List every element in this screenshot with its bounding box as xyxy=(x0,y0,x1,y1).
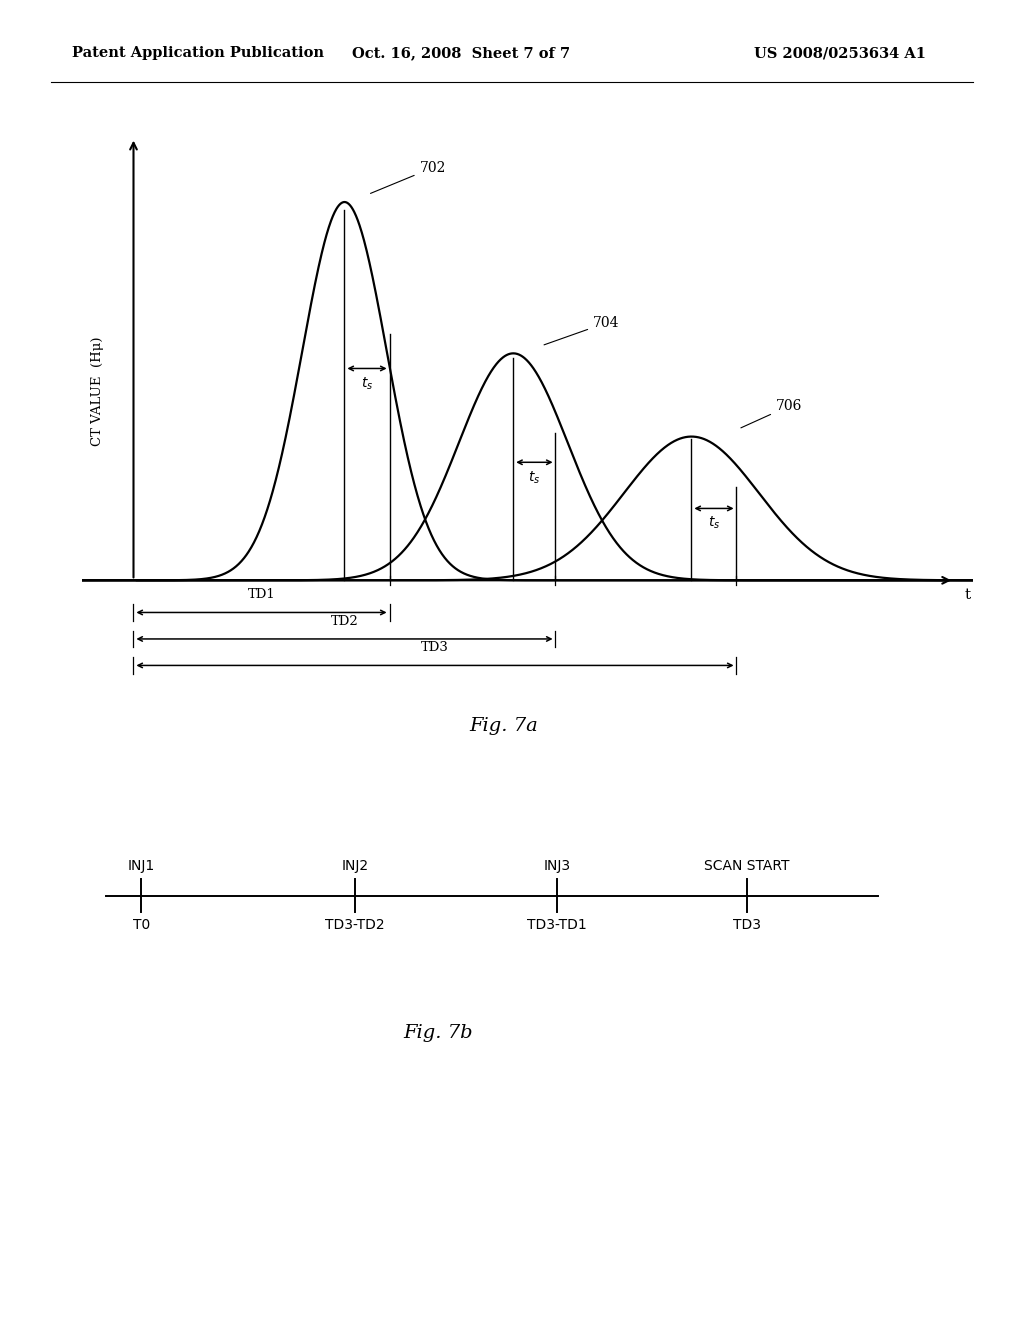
Text: INJ2: INJ2 xyxy=(342,859,369,873)
Text: Fig. 7a: Fig. 7a xyxy=(470,717,539,735)
Text: Fig. 7b: Fig. 7b xyxy=(403,1024,473,1041)
Text: 702: 702 xyxy=(371,161,445,194)
Text: TD1: TD1 xyxy=(248,589,275,601)
Text: T0: T0 xyxy=(133,919,150,932)
Text: INJ3: INJ3 xyxy=(544,859,570,873)
Text: CT VALUE  (Hμ): CT VALUE (Hμ) xyxy=(91,337,104,446)
Text: 706: 706 xyxy=(741,399,802,428)
Text: US 2008/0253634 A1: US 2008/0253634 A1 xyxy=(754,46,926,61)
Text: Patent Application Publication: Patent Application Publication xyxy=(72,46,324,61)
Text: t: t xyxy=(965,587,971,602)
Text: TD2: TD2 xyxy=(331,615,358,627)
Text: $t_s$: $t_s$ xyxy=(708,513,720,531)
Text: TD3-TD2: TD3-TD2 xyxy=(326,919,385,932)
Text: TD3: TD3 xyxy=(733,919,761,932)
Text: $t_s$: $t_s$ xyxy=(528,470,541,486)
Text: Oct. 16, 2008  Sheet 7 of 7: Oct. 16, 2008 Sheet 7 of 7 xyxy=(351,46,570,61)
Text: INJ1: INJ1 xyxy=(128,859,155,873)
Text: $t_s$: $t_s$ xyxy=(360,376,373,392)
Text: TD3: TD3 xyxy=(421,642,449,655)
Text: 704: 704 xyxy=(544,315,620,345)
Text: SCAN START: SCAN START xyxy=(705,859,790,873)
Text: TD3-TD1: TD3-TD1 xyxy=(527,919,587,932)
